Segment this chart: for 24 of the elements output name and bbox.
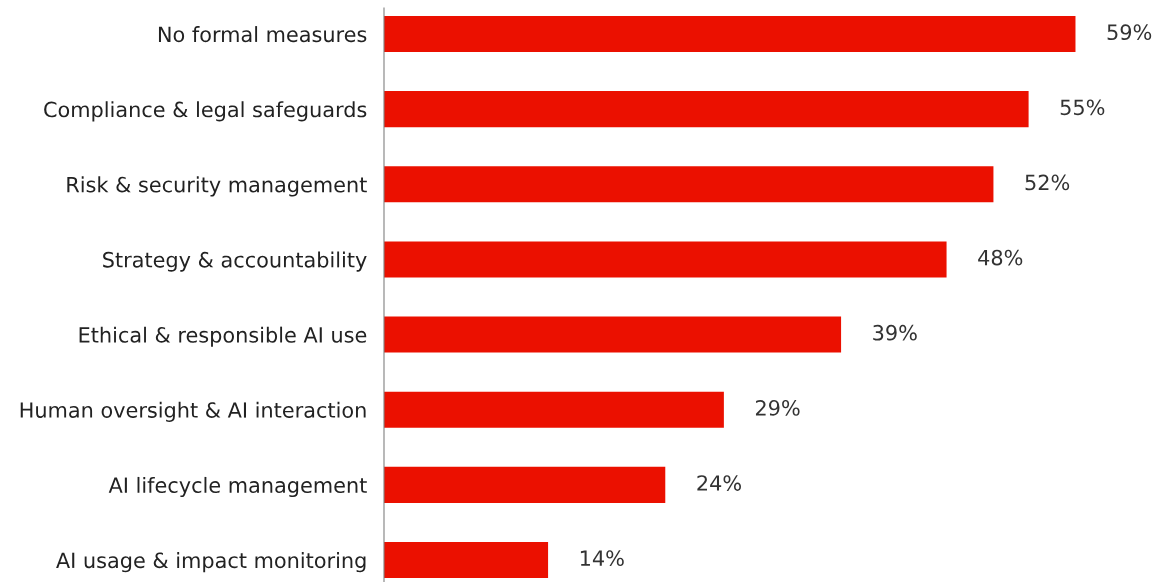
- bar: [384, 466, 666, 503]
- data-label: 52%: [1025, 174, 1070, 191]
- bar: [384, 15, 1076, 53]
- y-tick-label: AI lifecycle management: [108, 476, 367, 498]
- y-tick-label: Compliance & legal safeguards: [44, 101, 367, 122]
- y-tick-label: AI usage & impact monitoring: [56, 552, 366, 573]
- data-label: 24%: [697, 475, 741, 491]
- bar: [384, 391, 724, 428]
- y-tick-label: Human oversight & AI interaction: [20, 401, 366, 422]
- data-label: 29%: [755, 399, 800, 416]
- data-label: 59%: [1107, 24, 1152, 41]
- bar: [384, 316, 842, 353]
- y-tick-label: Risk & security management: [67, 176, 367, 197]
- bar: [384, 166, 994, 203]
- data-label: 48%: [978, 249, 1023, 266]
- data-label: 14%: [580, 550, 624, 567]
- bar: [384, 541, 549, 579]
- bar: [384, 241, 947, 278]
- y-tick-label: Ethical & responsible AI use: [79, 326, 367, 347]
- data-label: 55%: [1060, 99, 1105, 116]
- y-tick-label: Strategy & accountability: [103, 251, 367, 272]
- bar: [384, 91, 1029, 128]
- y-tick-label: No formal measures: [158, 26, 367, 43]
- data-label: 39%: [873, 324, 917, 341]
